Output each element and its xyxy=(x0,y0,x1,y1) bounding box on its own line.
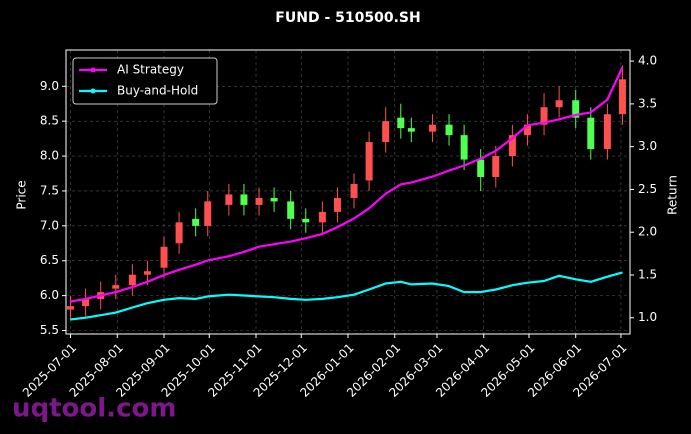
watermark: uqtool.com xyxy=(12,394,176,424)
candle-body xyxy=(204,201,212,226)
y2-tick-label: 4.0 xyxy=(638,54,657,68)
candle-body xyxy=(333,197,341,212)
candle-body xyxy=(240,194,248,205)
candle-body xyxy=(428,124,436,132)
chart-title: FUND - 510500.SH xyxy=(275,10,420,26)
candle-body xyxy=(572,100,580,118)
y-tick-label: 6.5 xyxy=(40,253,59,267)
y-axis-label: Price xyxy=(15,180,29,209)
candle-body xyxy=(192,218,200,226)
y2-axis-label: Return xyxy=(666,175,680,215)
candle-body xyxy=(160,246,168,268)
y2-tick-label: 1.5 xyxy=(638,267,657,281)
candle-body xyxy=(67,306,75,310)
y2-tick-label: 3.5 xyxy=(638,96,657,110)
candle-body xyxy=(255,197,263,205)
y2-tick-label: 1.0 xyxy=(638,310,657,324)
plot-frame xyxy=(65,49,631,335)
legend-marker xyxy=(90,67,96,73)
plot-area xyxy=(67,65,626,321)
legend-label: Buy-and-Hold xyxy=(117,84,198,98)
legend-label: AI Strategy xyxy=(117,63,184,77)
candle-body xyxy=(82,299,90,307)
legend: AI Strategy Buy-and-Hold xyxy=(72,57,218,105)
y2-tick-label: 3.0 xyxy=(638,139,657,153)
y2-tick-label: 2.5 xyxy=(638,182,657,196)
candle-body xyxy=(445,124,453,136)
candle-body xyxy=(270,197,278,202)
candle-body xyxy=(175,222,183,244)
candle-body xyxy=(318,211,326,223)
y2-tick-label: 2.0 xyxy=(638,225,657,239)
candle-body xyxy=(350,183,358,198)
y-tick-label: 9.0 xyxy=(40,79,59,93)
candle-body xyxy=(508,135,516,157)
candle-body xyxy=(477,159,485,177)
y-tick-label: 8.5 xyxy=(40,114,59,128)
candle-body xyxy=(523,124,531,136)
y-tick-label: 7.0 xyxy=(40,218,59,232)
candle-body xyxy=(492,156,500,177)
candle-body xyxy=(128,274,136,286)
candle-body xyxy=(302,218,310,223)
y-tick-label: 6.0 xyxy=(40,288,59,302)
candle-body xyxy=(603,114,611,150)
candle-body xyxy=(382,121,390,143)
candle-body xyxy=(397,117,405,129)
candle-body xyxy=(225,194,233,205)
candle-body xyxy=(407,128,415,132)
candle-body xyxy=(287,201,295,219)
candle-body xyxy=(143,271,151,275)
legend-marker xyxy=(90,88,96,94)
y-tick-label: 7.5 xyxy=(40,183,59,197)
candle-body xyxy=(555,100,563,108)
y-tick-label: 5.5 xyxy=(40,323,59,337)
y-tick-label: 8.0 xyxy=(40,149,59,163)
legend-box xyxy=(72,57,218,105)
line-series xyxy=(70,66,624,303)
candle-body xyxy=(587,117,595,150)
candle-body xyxy=(540,107,548,125)
candle-body xyxy=(460,135,468,160)
line-series xyxy=(70,271,623,321)
candle-body xyxy=(112,285,120,289)
candle-body xyxy=(365,142,373,181)
candle-body xyxy=(618,79,626,115)
